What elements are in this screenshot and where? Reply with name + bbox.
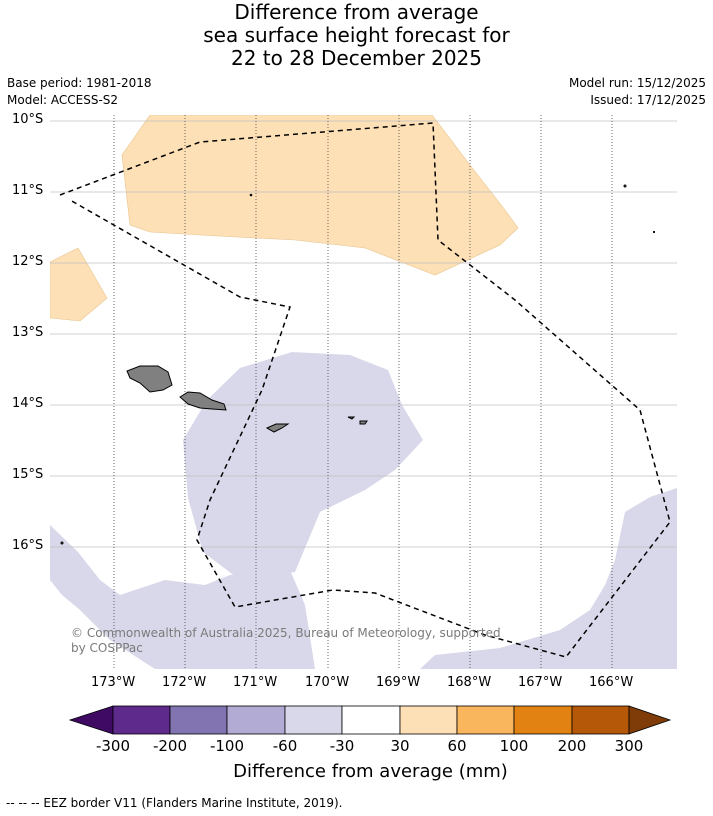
islet-3 [652,230,656,234]
model-run: Model run: 15/12/2025 [568,76,706,90]
colorbar-tick: -30 [329,737,355,755]
colorbar-segment [226,705,286,735]
colorbar-segment [513,705,573,735]
negative-anomaly-region-central [183,352,423,580]
lat-label: 15°S [12,467,44,482]
positive-anomaly-region-west [50,247,108,322]
copyright-notice: © Commonwealth of Australia 2025, Bureau… [71,626,501,655]
colorbar-segment [399,705,458,735]
lon-label: 169°W [376,675,421,690]
model-name: Model: ACCESS-S2 [7,93,119,107]
colorbar-extend-high [628,705,672,735]
island-tau [359,420,368,425]
colorbar-segment [112,705,171,735]
colorbar-tick: 200 [557,737,587,755]
colorbar-extend-low [68,705,114,735]
island-tutuila [265,423,290,433]
positive-anomaly-region-north [121,115,519,276]
colorbar-segment [284,705,343,735]
lat-label: 13°S [12,325,44,340]
longitude-gridlines [113,115,613,669]
island-upolu [179,391,227,411]
map-canvas [50,115,677,669]
issued-date: Issued: 17/12/2025 [590,93,706,107]
lon-label: 168°W [447,675,492,690]
eez-borders [59,122,671,658]
colorbar-tick: 60 [447,737,467,755]
lat-label: 16°S [12,538,44,553]
lat-label: 14°S [12,396,44,411]
colorbar-tick: -60 [272,737,298,755]
lon-label: 167°W [518,675,563,690]
title-line-1: Difference from average [234,0,479,24]
colorbar-tick: -200 [152,737,188,755]
lat-label: 10°S [12,112,44,127]
lat-label: 11°S [12,183,44,198]
colorbar-segment [456,705,515,735]
negative-anomaly-region-southeast [420,488,677,669]
title-line-3: 22 to 28 December 2025 [230,46,482,70]
land-islands [60,184,656,545]
colorbar-tick: 30 [390,737,410,755]
colorbar-segment [341,705,401,735]
colorbar-segment [571,705,630,735]
island-ofu [347,416,356,420]
colorbar-tick: 300 [614,737,644,755]
eez-footnote: -- -- -- EEZ border V11 (Flanders Marine… [6,796,343,810]
colorbar-tick: -100 [209,737,245,755]
colorbar-title: Difference from average (mm) [233,761,508,782]
island-savaii [126,365,173,393]
lat-label: 12°S [12,254,44,269]
eez-border-samoa [59,122,671,658]
colorbar [68,705,672,735]
lon-label: 170°W [305,675,350,690]
negative-anomaly-region-south [50,525,315,669]
latitude-gridlines [50,120,677,548]
base-period: Base period: 1981-2018 [7,76,152,90]
islet-1 [249,193,253,197]
lon-label: 166°W [589,675,634,690]
islet-4 [60,541,64,545]
lon-label: 171°W [233,675,278,690]
colorbar-segment [169,705,228,735]
lon-label: 173°W [91,675,136,690]
colorbar-tick: 100 [499,737,529,755]
title-line-2: sea surface height forecast for [203,23,510,47]
islet-2 [623,184,627,188]
colorbar-tick: -300 [95,737,131,755]
lon-label: 172°W [162,675,207,690]
